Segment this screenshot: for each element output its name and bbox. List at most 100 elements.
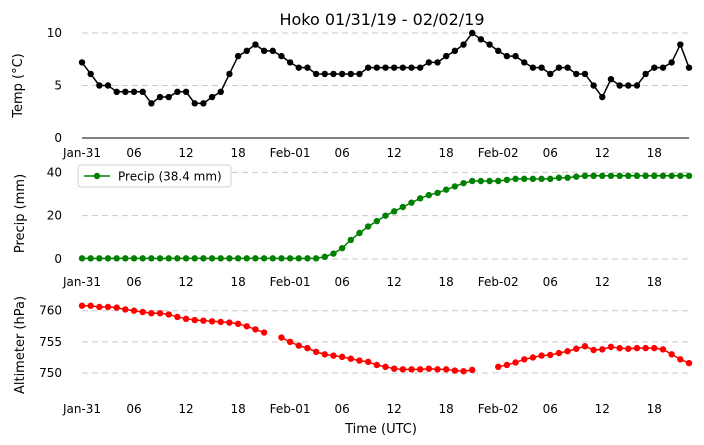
x-tick-label: 18 <box>230 146 245 160</box>
data-point <box>156 310 164 317</box>
data-point <box>148 255 155 262</box>
data-point <box>443 52 450 60</box>
data-point <box>330 70 337 78</box>
data-point <box>356 70 363 78</box>
x-tick-label: 12 <box>178 275 193 289</box>
data-point <box>113 88 120 96</box>
data-point <box>243 255 250 262</box>
data-point <box>139 255 146 262</box>
data-point <box>304 344 311 352</box>
data-point <box>443 186 450 193</box>
data-point <box>547 175 554 183</box>
data-point <box>685 172 693 179</box>
data-point <box>87 255 94 262</box>
data-point <box>364 223 372 230</box>
data-point <box>226 319 233 326</box>
x-tick-label: 06 <box>335 402 350 416</box>
panel-altimeter: 750 755 760 Jan-31 06 12 18 Feb-01 06 12 18 Feb-02 0… <box>13 296 693 416</box>
data-point <box>555 349 563 357</box>
x-tick-label: 18 <box>647 146 662 160</box>
x-tick-label: 06 <box>543 275 558 289</box>
data-point <box>191 255 198 262</box>
data-point <box>651 172 658 179</box>
data-point <box>182 255 190 262</box>
data-point <box>434 189 441 197</box>
data-point <box>321 351 328 358</box>
data-point <box>321 253 328 261</box>
data-point <box>104 82 112 89</box>
x-tick-label: Feb-01 <box>270 146 311 160</box>
data-point <box>269 47 276 55</box>
x-tick-label: Feb-02 <box>478 275 519 289</box>
data-point <box>148 100 155 107</box>
data-point <box>356 229 363 237</box>
data-point <box>347 355 355 362</box>
legend-label: Precip (38.4 mm) <box>118 170 222 184</box>
data-point <box>312 348 320 356</box>
data-point <box>96 82 103 89</box>
data-point <box>460 41 467 48</box>
x-tick-label: 18 <box>647 275 662 289</box>
data-point <box>425 365 433 372</box>
legend-box <box>77 164 232 188</box>
data-point <box>191 100 198 107</box>
data-point <box>564 174 571 181</box>
data-point <box>477 177 485 185</box>
data-point <box>399 203 407 211</box>
data-point <box>659 64 667 71</box>
data-point <box>416 64 424 71</box>
data-point <box>156 255 164 262</box>
chart-panels: 0 5 10 Jan-31 06 12 18 Feb-01 06 12 18 Feb-02 06 12 18… <box>11 26 693 416</box>
data-point <box>364 64 372 71</box>
data-point <box>191 316 198 324</box>
data-point <box>581 70 589 78</box>
data-point <box>373 361 381 369</box>
data-point <box>312 255 320 262</box>
data-point <box>330 352 337 359</box>
data-point <box>616 172 623 179</box>
data-point <box>382 212 389 219</box>
data-point <box>208 318 216 325</box>
data-point <box>512 175 519 183</box>
y-tick-label: 5 <box>54 79 62 93</box>
data-point <box>469 366 476 374</box>
data-point <box>633 82 641 89</box>
data-point <box>87 302 94 309</box>
data-point <box>547 351 554 359</box>
x-tick-label: 12 <box>387 402 402 416</box>
data-point <box>633 344 641 352</box>
data-point <box>217 88 224 96</box>
data-point <box>599 172 606 179</box>
data-point <box>338 244 346 252</box>
data-point <box>330 250 337 257</box>
data-point <box>503 52 511 60</box>
x-tick-label: 06 <box>126 275 141 289</box>
data-point <box>521 59 528 66</box>
data-point <box>234 52 242 60</box>
data-point <box>581 343 589 350</box>
data-point <box>399 366 407 373</box>
data-point <box>260 47 268 55</box>
data-point <box>338 70 346 78</box>
data-point <box>226 70 233 78</box>
data-point <box>529 175 537 183</box>
data-point <box>252 255 259 262</box>
data-point <box>625 345 632 352</box>
data-point <box>165 311 172 318</box>
x-tick-label: 18 <box>647 402 662 416</box>
data-point <box>659 346 667 353</box>
x-tick-label: 18 <box>439 146 454 160</box>
data-point <box>434 59 441 66</box>
x-tick-label: 18 <box>439 275 454 289</box>
data-point <box>512 52 519 60</box>
data-point <box>382 64 389 71</box>
data-point <box>130 307 138 314</box>
data-point <box>434 366 441 373</box>
data-point <box>573 173 580 180</box>
data-point <box>234 320 242 327</box>
data-point <box>278 255 285 262</box>
x-tick-label: Feb-01 <box>270 402 311 416</box>
data-point <box>408 366 415 373</box>
data-point <box>512 359 519 366</box>
data-point <box>122 306 129 313</box>
